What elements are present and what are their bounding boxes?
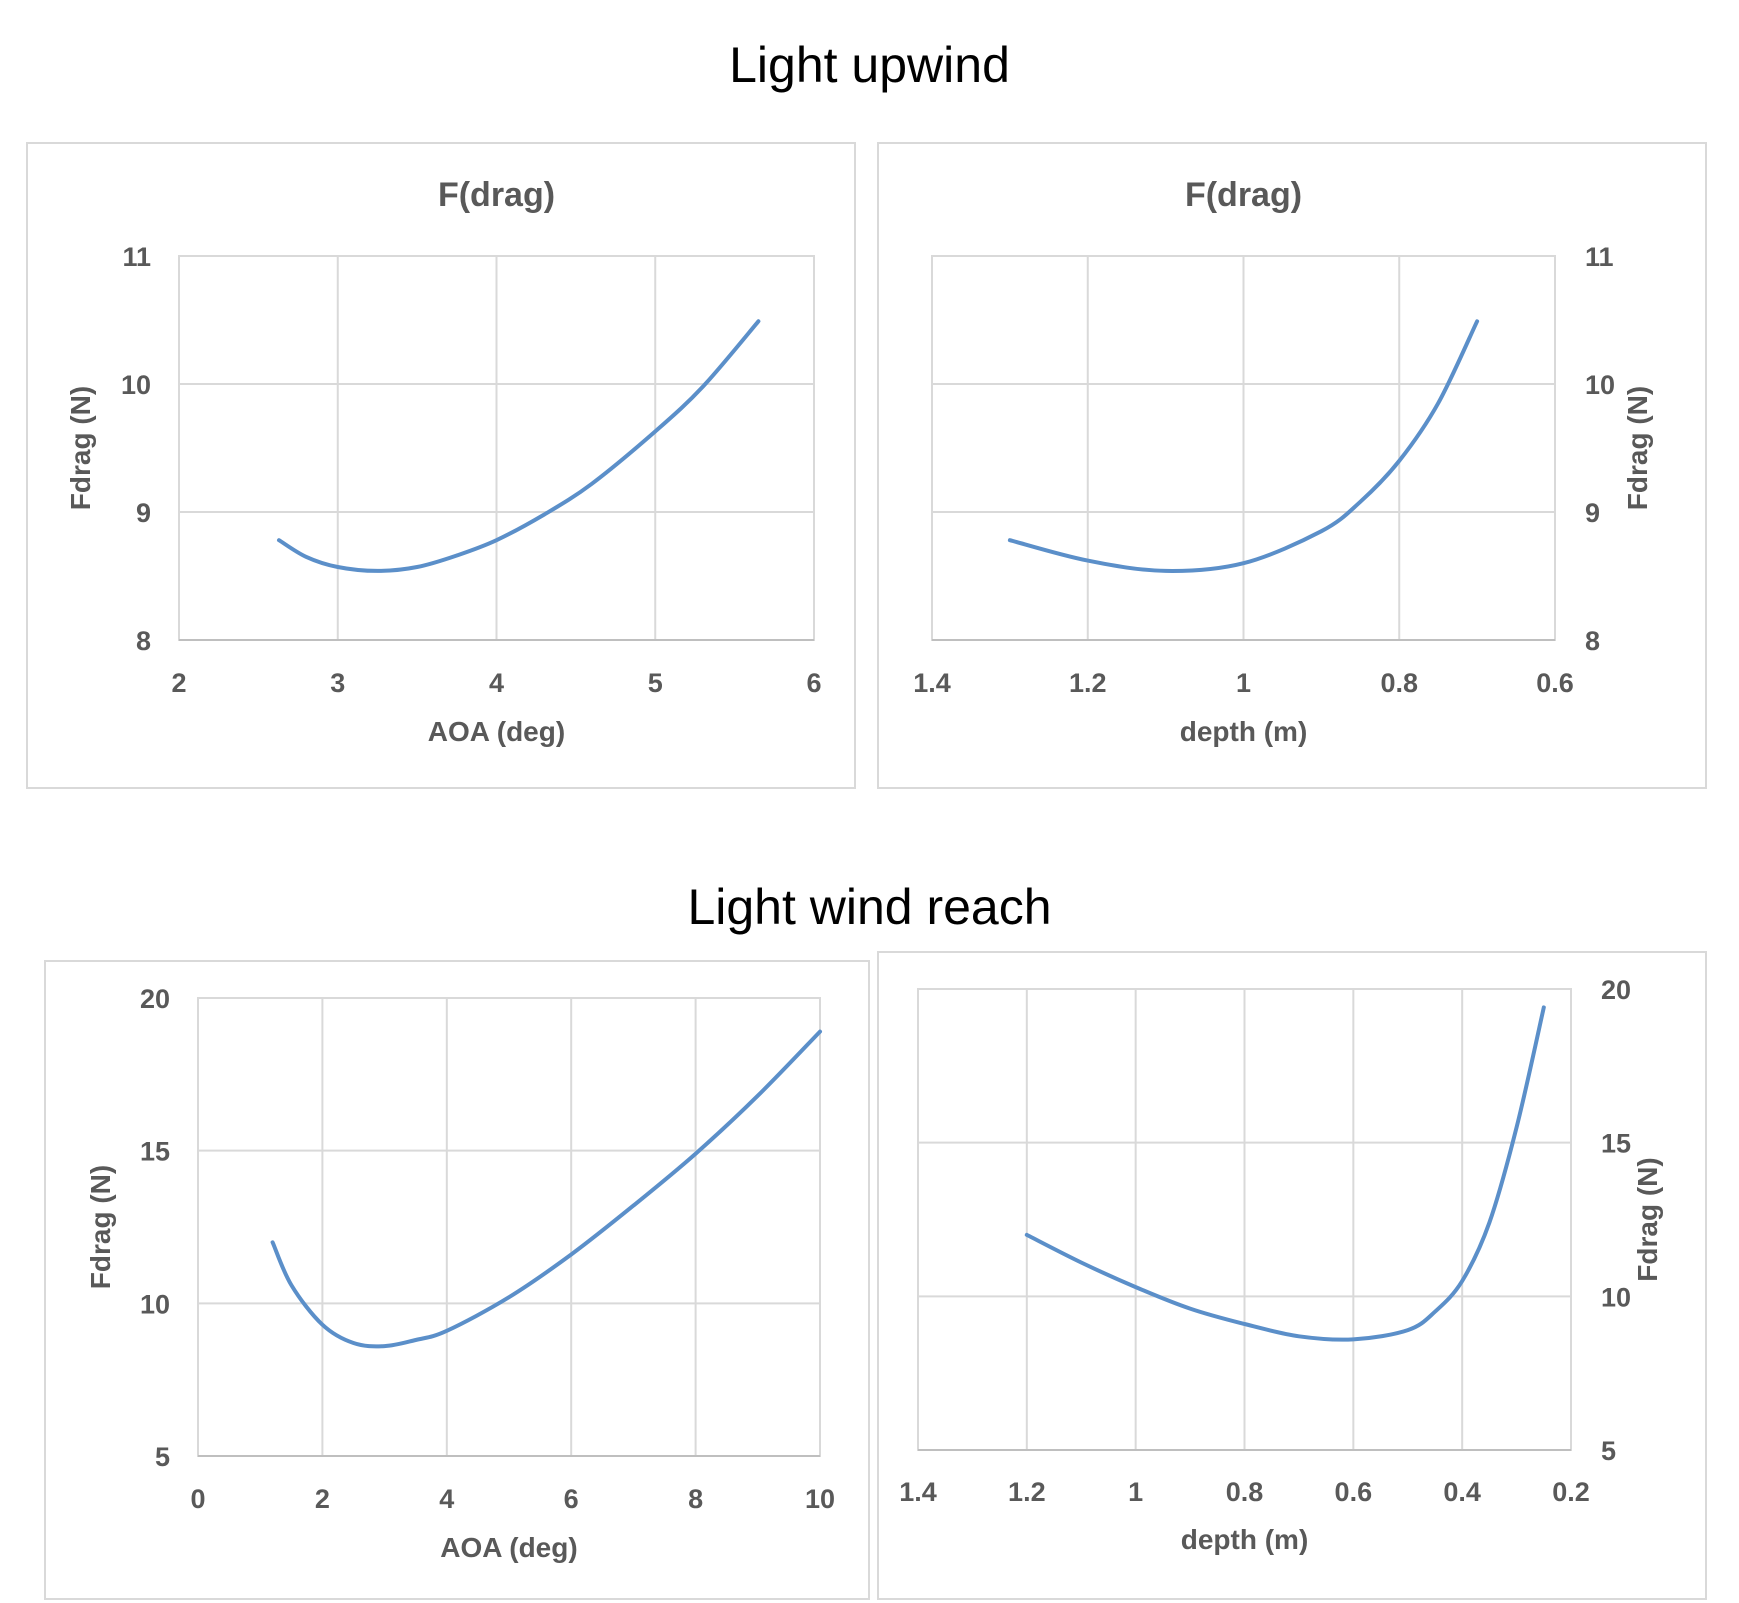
series-line — [277, 319, 761, 573]
x-tick-label: 1 — [1128, 1477, 1143, 1507]
y-tick-label: 10 — [121, 370, 151, 400]
x-tick-label: 3 — [330, 668, 345, 698]
x-tick-label: 8 — [688, 1484, 703, 1514]
x-axis-title: AOA (deg) — [428, 716, 565, 747]
x-tick-label: 1.4 — [899, 1477, 937, 1507]
chart-title: F(drag) — [1185, 176, 1302, 214]
y-tick-label: 9 — [136, 498, 151, 528]
x-tick-label: 2 — [171, 668, 186, 698]
x-tick-label: 1 — [1236, 668, 1251, 698]
series-line — [270, 1029, 822, 1349]
y-tick-label: 9 — [1585, 498, 1600, 528]
y-axis-title: Fdrag (N) — [85, 1165, 116, 1289]
x-tick-label: 4 — [439, 1484, 454, 1514]
x-axis-title: depth (m) — [1181, 1524, 1309, 1555]
chart-upwind-aoa: 2 3 4 5 6 8 9 10 11 F(drag) AOA (deg) Fdrag (N) — [65, 176, 822, 747]
chart-panel-upwind-depth: 1.4 1.2 1 0.8 0.6 8 9 10 11 F(drag) depth (m) Fdrag… — [877, 142, 1707, 789]
x-tick-label: 1.4 — [913, 668, 951, 698]
chart-upwind-depth: 1.4 1.2 1 0.8 0.6 8 9 10 11 F(drag) depth (m) Fdrag… — [913, 176, 1653, 747]
plot-area — [197, 997, 821, 1457]
chart-panel-upwind-aoa: 2 3 4 5 6 8 9 10 11 F(drag) AOA (deg) Fdrag (N) — [26, 142, 856, 789]
chart-panel-reach-depth: 1.4 1.2 1 0.8 0.6 0.4 0.2 5 10 15 20 depth (m) Fdrag… — [877, 951, 1707, 1600]
x-tick-label: 0 — [190, 1484, 205, 1514]
chart-panel-reach-aoa: 0 2 4 6 8 10 5 10 15 20 AOA (deg) Fdrag (N) — [44, 960, 870, 1600]
y-tick-label: 10 — [1601, 1282, 1631, 1312]
y-tick-label: 8 — [1585, 626, 1600, 656]
x-tick-label: 4 — [489, 668, 504, 698]
y-axis-title: Fdrag (N) — [1632, 1157, 1663, 1281]
x-tick-label: 2 — [315, 1484, 330, 1514]
series-line — [1024, 1005, 1546, 1342]
y-tick-label: 8 — [136, 626, 151, 656]
x-tick-label: 1.2 — [1069, 668, 1107, 698]
x-tick-label: 0.6 — [1536, 668, 1574, 698]
x-tick-label: 5 — [648, 668, 663, 698]
section-title-light-wind-reach: Light wind reach — [687, 879, 1052, 935]
y-tick-label: 15 — [1601, 1129, 1631, 1159]
x-tick-label: 6 — [806, 668, 821, 698]
y-tick-label: 11 — [122, 242, 151, 272]
y-tick-label: 10 — [1585, 370, 1615, 400]
x-tick-label: 0.8 — [1380, 668, 1418, 698]
x-tick-label: 1.2 — [1008, 1477, 1046, 1507]
y-axis-title: Fdrag (N) — [1622, 386, 1653, 510]
x-tick-label: 0.4 — [1443, 1477, 1481, 1507]
section-title-light-upwind: Light upwind — [729, 37, 1010, 93]
x-tick-label: 10 — [805, 1484, 835, 1514]
y-tick-label: 20 — [1601, 975, 1631, 1005]
y-axis-title: Fdrag (N) — [65, 386, 96, 510]
x-tick-label: 0.6 — [1335, 1477, 1373, 1507]
x-axis-title: depth (m) — [1180, 716, 1308, 747]
chart-title: F(drag) — [438, 176, 555, 214]
y-tick-label: 20 — [140, 984, 170, 1014]
y-tick-label: 5 — [155, 1442, 170, 1472]
y-tick-label: 11 — [1585, 242, 1614, 272]
x-tick-label: 0.8 — [1226, 1477, 1264, 1507]
y-tick-label: 10 — [140, 1289, 170, 1319]
x-axis-title: AOA (deg) — [440, 1532, 577, 1563]
x-tick-label: 0.2 — [1552, 1477, 1590, 1507]
y-tick-label: 15 — [140, 1137, 170, 1167]
chart-reach-aoa: 0 2 4 6 8 10 5 10 15 20 AOA (deg) Fdrag (N) — [85, 984, 835, 1563]
y-tick-label: 5 — [1601, 1436, 1616, 1466]
chart-reach-depth: 1.4 1.2 1 0.8 0.6 0.4 0.2 5 10 15 20 depth (m) Fdrag… — [899, 975, 1663, 1555]
series-line — [1007, 319, 1480, 573]
x-tick-label: 6 — [564, 1484, 579, 1514]
